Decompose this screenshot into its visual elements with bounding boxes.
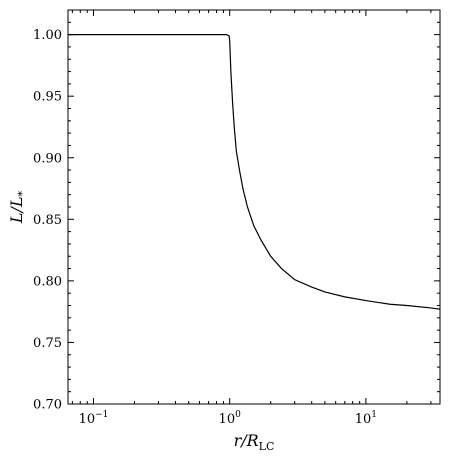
x-tick-label: 101 <box>355 410 377 427</box>
y-tick-label: 0.75 <box>33 336 62 351</box>
y-tick-label: 1.00 <box>33 28 62 43</box>
y-tick-label: 0.80 <box>33 274 62 289</box>
y-tick-label: 0.70 <box>33 398 62 413</box>
plot-area <box>67 9 441 405</box>
y-tick-label: 0.85 <box>33 213 62 228</box>
x-tick-label: 100 <box>219 410 242 427</box>
series-line <box>68 34 441 310</box>
y-axis-label: L/L* <box>7 190 29 224</box>
x-axis-label: r/RLC <box>234 431 275 453</box>
y-tick-label: 0.95 <box>33 90 62 105</box>
y-tick-label: 0.90 <box>33 151 62 166</box>
tick-labels-group: 0.70 0.75 0.80 0.85 0.90 0.95 1.00 10−1 100 101 <box>33 28 377 427</box>
x-tick-label: 10−1 <box>79 410 109 427</box>
